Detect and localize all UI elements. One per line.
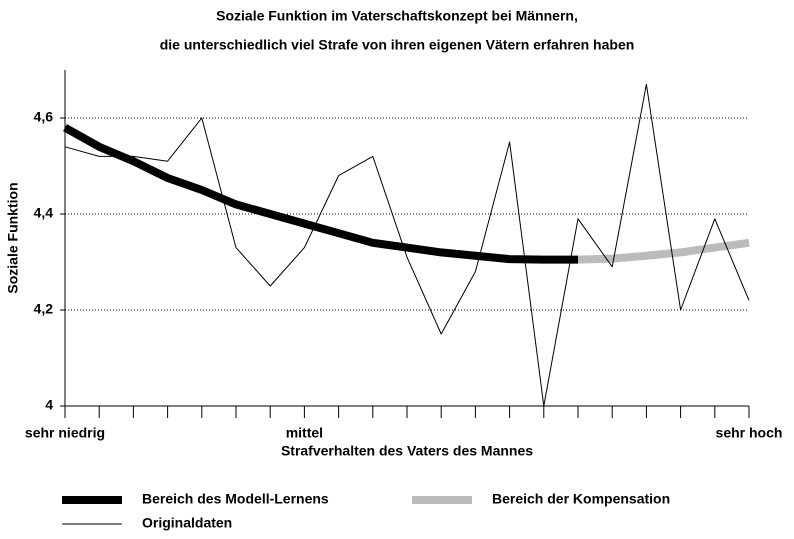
y-axis-label: Soziale Funktion: [5, 182, 21, 293]
legend-label: Originaldaten: [142, 515, 232, 531]
series-line: [577, 238, 750, 264]
series-line: [63, 124, 578, 264]
series-line: [64, 83, 750, 407]
x-tick-label: sehr niedrig: [25, 425, 105, 441]
x-tick-label: sehr hoch: [716, 425, 783, 441]
legend-label: Bereich der Kompensation: [492, 491, 670, 507]
y-tick-label: 4,6: [34, 109, 54, 125]
x-tick-label: mittel: [286, 425, 323, 441]
legend-label: Bereich des Modell-Lernens: [142, 491, 329, 507]
y-tick-label: 4: [45, 397, 53, 413]
chart-title: Soziale Funktion im Vaterschaftskonzept …: [216, 8, 578, 24]
chart-title: die unterschiedlich viel Strafe von ihre…: [160, 37, 635, 53]
x-axis-label: Strafverhalten des Vaters des Mannes: [281, 443, 533, 459]
y-tick-label: 4,2: [34, 301, 54, 317]
y-tick-label: 4,4: [34, 205, 54, 221]
